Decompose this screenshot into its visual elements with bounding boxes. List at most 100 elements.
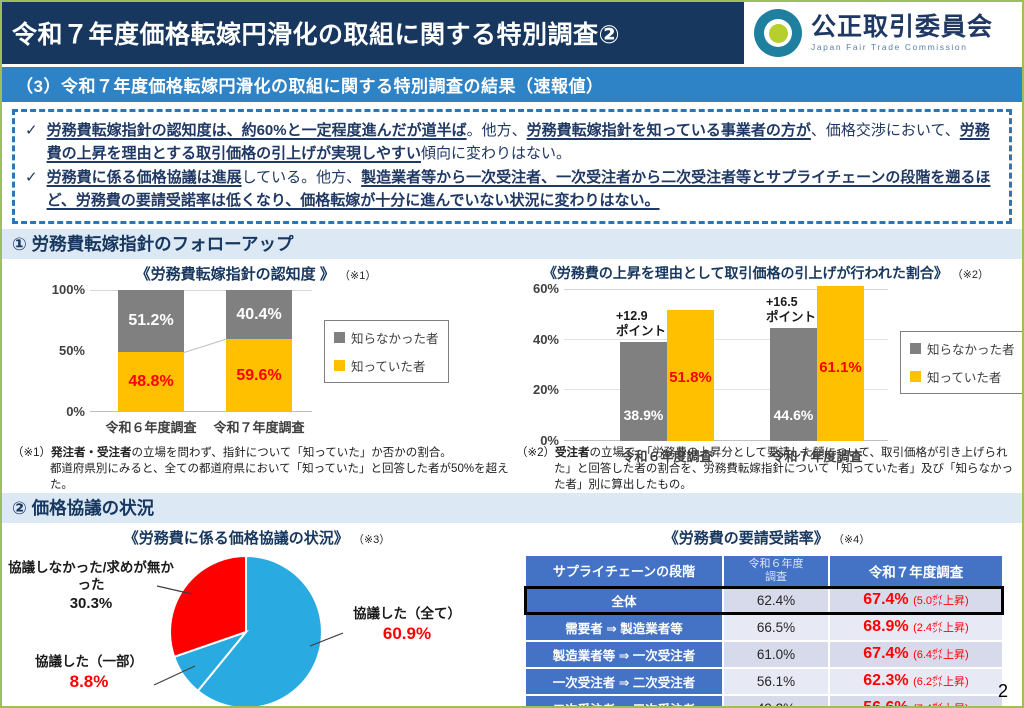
y-axis-label: 0% — [540, 433, 559, 448]
legend-swatch-icon — [334, 360, 345, 371]
legend-label: 知っていた者 — [351, 360, 426, 374]
legend-swatch-icon — [910, 343, 921, 354]
table-row: 二次受注者 ⇒ 三次受注者49.2%56.6% (7.4㌽上昇) — [524, 693, 1004, 706]
page-title: 令和７年度価格転嫁円滑化の取組に関する特別調査② — [12, 21, 621, 49]
r7-value-cell: 67.4% (6.4㌽上昇) — [828, 639, 1004, 669]
awareness-chart-title: 《労務費転嫁指針の認知度 》 （※1） — [135, 266, 377, 283]
plot-area: 51.2% 48.8% 令和６年度調査 40.4% 59.6% 令和７年度調査 — [90, 290, 312, 435]
stage-cell: 製造業者等 ⇒ 一次受注者 — [524, 639, 724, 669]
pie-chart-title: 《労務費に係る価格協議の状況》 （※3） — [123, 530, 391, 548]
table-row: 製造業者等 ⇒ 一次受注者 61.0% 67.4% (6.4㌽上昇) — [524, 639, 1004, 669]
y-axis-label: 0% — [66, 404, 85, 419]
y-axis-label: 50% — [58, 343, 85, 358]
y-axis-label: 40% — [532, 331, 559, 347]
charts-row: 《労務費転嫁指針の認知度 》 （※1） 100% 50% 0% 51.2% 48.8%… — [2, 259, 1022, 464]
bar-value-label: 44.6% — [773, 407, 814, 423]
annotation: +12.9 ポイント — [616, 309, 667, 339]
summary-box: ✓ 労務費転嫁指針の認知度は、約60%と一定程度進んだが道半ば。他方、労務費転嫁… — [12, 109, 1012, 224]
legend-swatch-icon — [910, 371, 921, 382]
table-row: 需要者 ⇒ 製造業者等 66.5% 68.9% (2.4㌽上昇) — [524, 612, 1004, 642]
col-header-r7: 令和７年度調査 — [828, 554, 1004, 588]
y-axis: 100% 50% 0% — [44, 282, 90, 419]
raise-chart-title: 《労務費の上昇を理由として取引価格の引上げが行われた割合》 （※2） — [542, 265, 990, 281]
bar-value-label: 40.4% — [236, 305, 282, 323]
bar-value-label: 38.9% — [623, 407, 664, 423]
jftc-logo: 公正取引委員会 Japan Fair Trade Commission — [744, 2, 1022, 64]
footnotes-row-1: （※1）発注者・受注者の立場を問わず、指針について「知っていた」か否かの割合。 … — [2, 445, 1022, 493]
note-ref-2: （※2） — [951, 269, 990, 281]
check-icon: ✓ — [25, 122, 38, 139]
stage-cell: 需要者 ⇒ 製造業者等 — [524, 612, 724, 642]
legend-label: 知っていた者 — [927, 371, 1002, 385]
stage-cell: 一次受注者 ⇒ 二次受注者 — [524, 666, 724, 696]
legend-item: 知っていた者 — [334, 356, 439, 375]
bar-unknown — [620, 342, 667, 441]
pie-label-none: 協議しなかった/求めが無かった 30.3% — [8, 560, 174, 613]
r6-value-cell: 62.4% — [722, 585, 830, 615]
col-header-r6: 令和６年度調査 — [722, 554, 830, 588]
r6-value-cell: 61.0% — [722, 639, 830, 669]
pie-label-all: 協議した（全て） 60.9% — [353, 606, 461, 644]
pie-chart: 協議しなかった/求めが無かった 30.3% 協議した（全て） 60.9% 協議し… — [2, 554, 512, 706]
jftc-logo-icon — [754, 9, 802, 57]
org-name: 公正取引委員会 — [811, 12, 994, 41]
category-label: 令和７年度調査 — [213, 420, 305, 435]
bar-known — [226, 339, 292, 412]
table-header-row: サプライチェーンの段階 令和６年度調査 令和７年度調査 — [524, 554, 1004, 588]
table-row: 全体 62.4% 67.4% (5.0㌽上昇) — [524, 585, 1004, 615]
awareness-chart-block: 《労務費転嫁指針の認知度 》 （※1） 100% 50% 0% 51.2% 48.8%… — [2, 259, 510, 441]
bar-known — [118, 352, 184, 412]
category-label: 令和６年度調査 — [621, 449, 713, 464]
bar-known — [817, 286, 864, 441]
summary-bullet-2: ✓ 労務費に係る価格協議は進展している。他方、製造業者等から一次受注者、一次受注… — [25, 167, 997, 212]
pie-svg — [169, 555, 323, 706]
legend: 知らなかった者 知っていた者 — [900, 331, 1022, 394]
bottom-row: 《労務費に係る価格協議の状況》 （※3） 協議しなかった/求めが無かった 30.… — [2, 523, 1022, 706]
bar-unknown — [770, 328, 817, 441]
pie-slice-0 — [196, 555, 323, 706]
acceptance-table: サプライチェーンの段階 令和６年度調査 令和７年度調査 全体 62.4% 67.4% (5… — [524, 554, 1004, 706]
footnote-1: （※1）発注者・受注者の立場を問わず、指針について「知っていた」か否かの割合。 … — [12, 447, 509, 492]
acceptance-table-block: 《労務費の要請受諾率》 （※4） サプライチェーンの段階 令和６年度調査 令和７年度… — [512, 523, 1022, 706]
r7-value-cell: 67.4% (5.0㌽上昇) — [828, 585, 1004, 615]
r7-value-cell: 56.6% (7.4㌽上昇) — [828, 693, 1004, 706]
r6-value-cell: 56.1% — [722, 666, 830, 696]
pie-chart-block: 《労務費に係る価格協議の状況》 （※3） 協議しなかった/求めが無かった 30.… — [2, 523, 512, 706]
section1-heading: ① 労務費転嫁指針のフォローアップ — [2, 229, 1022, 259]
section2-heading: ② 価格協議の状況 — [2, 493, 1022, 524]
legend-item: 知らなかった者 — [334, 328, 439, 347]
bar-value-label: 48.8% — [128, 373, 174, 391]
summary-bullet-1: ✓ 労務費転嫁指針の認知度は、約60%と一定程度進んだが道半ば。他方、労務費転嫁… — [25, 120, 997, 165]
org-name-en: Japan Fair Trade Commission — [811, 42, 968, 53]
annotation: +16.5 ポイント — [766, 295, 817, 325]
y-axis-label: 60% — [532, 281, 559, 296]
bullet-text: 労務費転嫁指針の認知度は、約60%と一定程度進んだが道半ば。他方、労務費転嫁指針… — [46, 122, 990, 162]
bar-unknown — [118, 290, 184, 353]
category-label: 令和７年度調査 — [771, 449, 863, 464]
raise-chart-block: 《労務費の上昇を理由として取引価格の引上げが行われた割合》 （※2） 60% 40… — [510, 259, 1022, 464]
bullet-text: 労務費に係る価格協議は進展している。他方、製造業者等から一次受注者、一次受注者か… — [46, 169, 991, 209]
y-axis-label: 20% — [532, 382, 559, 398]
r7-value-cell: 62.3% (6.2㌽上昇) — [828, 666, 1004, 696]
legend-item: 知っていた者 — [910, 367, 1015, 386]
r6-value-cell: 66.5% — [722, 612, 830, 642]
bar-value-label: 59.6% — [236, 366, 282, 384]
legend: 知らなかった者知っていた者 — [324, 320, 449, 383]
category-label: 令和６年度調査 — [105, 420, 197, 435]
pie-label-part: 協議した（一部） 8.8% — [35, 654, 143, 692]
bar-unknown — [226, 290, 292, 340]
subtitle-bar: （3）令和７年度価格転嫁円滑化の取組に関する特別調査の結果（速報値） — [2, 67, 1022, 102]
page-number: 2 — [997, 681, 1008, 701]
y-axis-label: 100% — [51, 282, 85, 297]
table-title: 《労務費の要請受諾率》 （※4） — [663, 530, 871, 548]
col-header-stage: サプライチェーンの段階 — [524, 554, 724, 588]
bar-value-label: 51.2% — [128, 312, 174, 330]
y-axis: 60% 40% 20% 0% — [518, 281, 564, 448]
r7-value-cell: 68.9% (2.4㌽上昇) — [828, 612, 1004, 642]
check-icon: ✓ — [25, 169, 38, 186]
footnote-2: （※2）受注者の立場で、「労務費の上昇分として要請した額について、取引価格が引き… — [516, 447, 1014, 492]
stage-cell: 全体 — [524, 585, 724, 615]
stacked-chart: 100% 50% 0% 51.2% 48.8% 令和６年度調査 40.4% 59.6% 令和７… — [44, 282, 510, 435]
r6-value-cell: 49.2% — [722, 693, 830, 706]
